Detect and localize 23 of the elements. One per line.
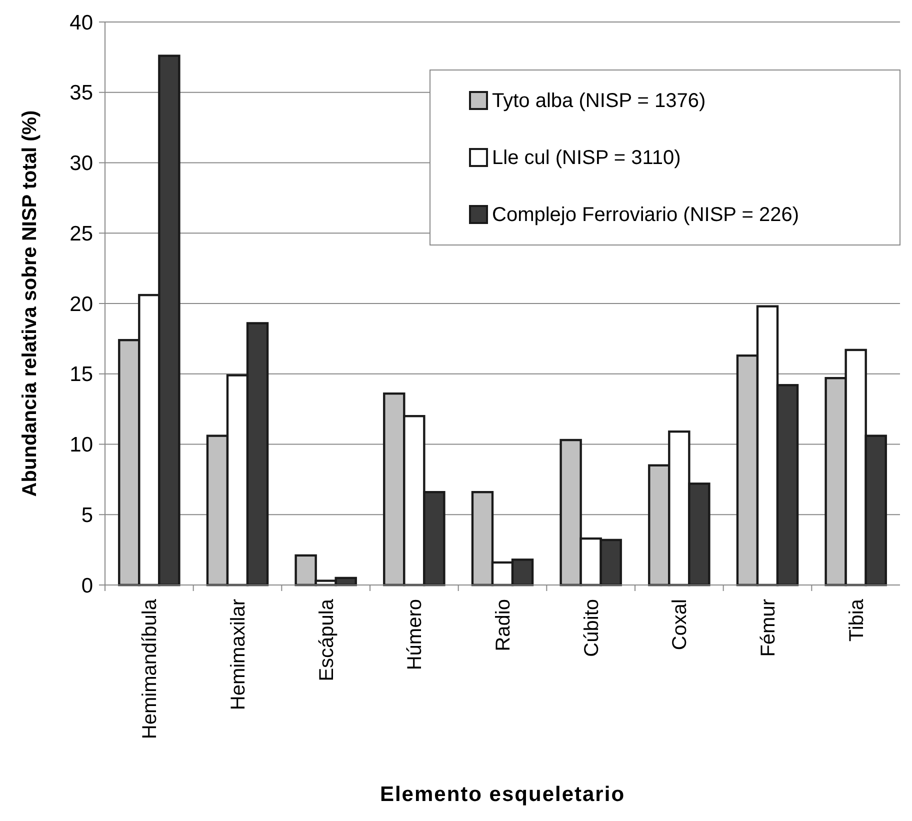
legend-label: Complejo Ferroviario (NISP = 226) (492, 204, 799, 226)
x-tick-label: Hemimaxilar (228, 598, 250, 710)
x-tick-label: Escápula (316, 598, 338, 682)
x-tick-label: Fémur (758, 598, 780, 657)
y-tick-label: 10 (70, 434, 93, 457)
legend-label: Lle cul (NISP = 3110) (492, 147, 681, 169)
x-tick-label: Húmero (404, 599, 426, 670)
x-tick-label: Hemimandíbula (139, 598, 162, 740)
y-tick-label: 5 (81, 504, 93, 527)
x-tick-label: Tibia (846, 598, 868, 642)
y-axis-title: Abundancia relativa sobre NISP total (%) (19, 110, 41, 497)
x-tick-label: Cúbito (580, 599, 603, 657)
y-tick-label: 40 (70, 11, 93, 34)
x-axis-title: Elemento esqueletario (380, 783, 626, 806)
x-tick-label: Coxal (669, 599, 692, 650)
y-tick-label: 0 (81, 574, 93, 598)
x-tick-label: Radio (492, 599, 514, 652)
y-tick-label: 20 (70, 292, 93, 316)
y-tick-label: 35 (70, 82, 93, 105)
y-tick-label: 30 (70, 152, 93, 176)
y-tick-label: 15 (70, 363, 93, 386)
y-tick-label: 25 (70, 222, 93, 246)
legend-label: Tyto alba (NISP = 1376) (492, 90, 706, 112)
